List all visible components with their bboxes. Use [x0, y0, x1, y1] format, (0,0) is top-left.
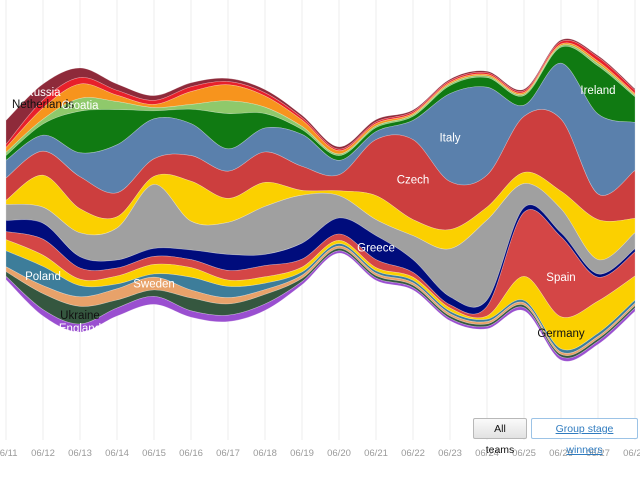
x-tick-label: 06/16: [179, 448, 203, 459]
stream-czech[interactable]: [5, 109, 636, 231]
stream-england[interactable]: [5, 250, 636, 362]
x-axis-ticks: 06/11 06/12 06/13 06/14 06/15 06/16 06/17 06/18…: [0, 448, 640, 459]
stream-layers: [5, 38, 636, 362]
x-tick-label: 06/17: [216, 448, 240, 459]
team-label: Ukraine: [60, 310, 100, 322]
team-label: Italy: [439, 133, 460, 145]
stream-spain[interactable]: [5, 209, 636, 319]
x-tick-label: 06/15: [142, 448, 166, 459]
team-label: Greece: [357, 243, 395, 255]
x-tick-label: 06/24: [475, 448, 499, 459]
x-tick-label: 06/11: [0, 448, 18, 459]
all-teams-button[interactable]: All teams: [473, 418, 527, 456]
team-label: Russia: [25, 87, 61, 99]
team-label: Poland: [25, 271, 61, 283]
x-tick-label: 06/25: [512, 448, 536, 459]
x-tick-label: 06/13: [68, 448, 92, 459]
x-tick-label: 06/14: [105, 448, 129, 459]
team-label: Netherlands: [12, 99, 74, 111]
team-label: Germany: [537, 328, 585, 340]
team-label: Sweden: [133, 279, 175, 291]
x-tick-label: 06/12: [31, 448, 55, 459]
x-tick-label: 06/23: [438, 448, 462, 459]
x-tick-label: 06/18: [253, 448, 277, 459]
x-tick-label: 06/21: [364, 448, 388, 459]
team-label: Czech: [397, 175, 430, 187]
team-label: Croatia: [61, 100, 99, 112]
x-tick-label: 06/27: [586, 448, 610, 459]
x-tick-label: 06/22: [401, 448, 425, 459]
x-tick-label: 06/28: [623, 448, 640, 459]
group-stage-winners-button[interactable]: Group stage winners: [531, 418, 638, 456]
x-tick-label: 06/26: [549, 448, 573, 459]
x-tick-label: 06/19: [290, 448, 314, 459]
team-label: England: [59, 323, 101, 335]
team-label: Spain: [546, 272, 575, 284]
team-label: Ireland: [580, 85, 615, 97]
x-tick-label: 06/20: [327, 448, 351, 459]
